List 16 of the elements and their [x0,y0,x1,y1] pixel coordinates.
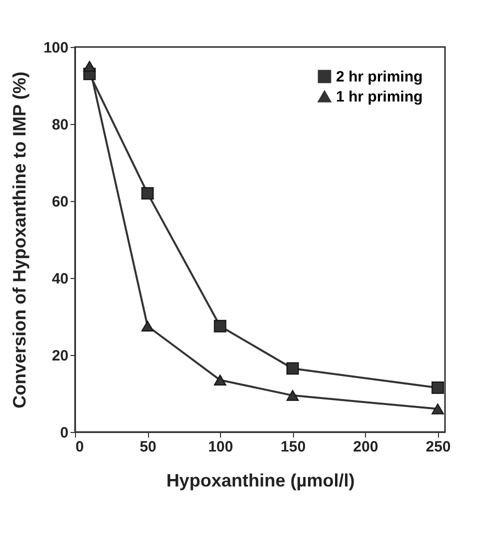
legend-label: 1 hr priming [336,88,423,106]
x-tick-label: 0 [76,438,84,456]
y-tick-label: 80 [52,116,68,134]
y-tick-label: 40 [52,270,68,288]
x-tick-label: 50 [140,438,156,456]
y-tick-label: 100 [43,40,68,56]
x-tick-label: 200 [353,438,378,456]
x-tick-label: 150 [280,438,306,456]
x-tick-label: 250 [426,438,451,456]
y-axis-title: Conversion of Hypoxanthine to IMP (%) [9,72,30,408]
y-tick-label: 0 [60,424,68,442]
x-axis-title: Hypoxanthine (µmol/l) [166,470,355,490]
x-tick-label: 100 [208,438,234,456]
legend-label: 2 hr priming [336,68,423,86]
y-tick-label: 20 [52,348,68,364]
y-tick-label: 60 [52,194,68,210]
